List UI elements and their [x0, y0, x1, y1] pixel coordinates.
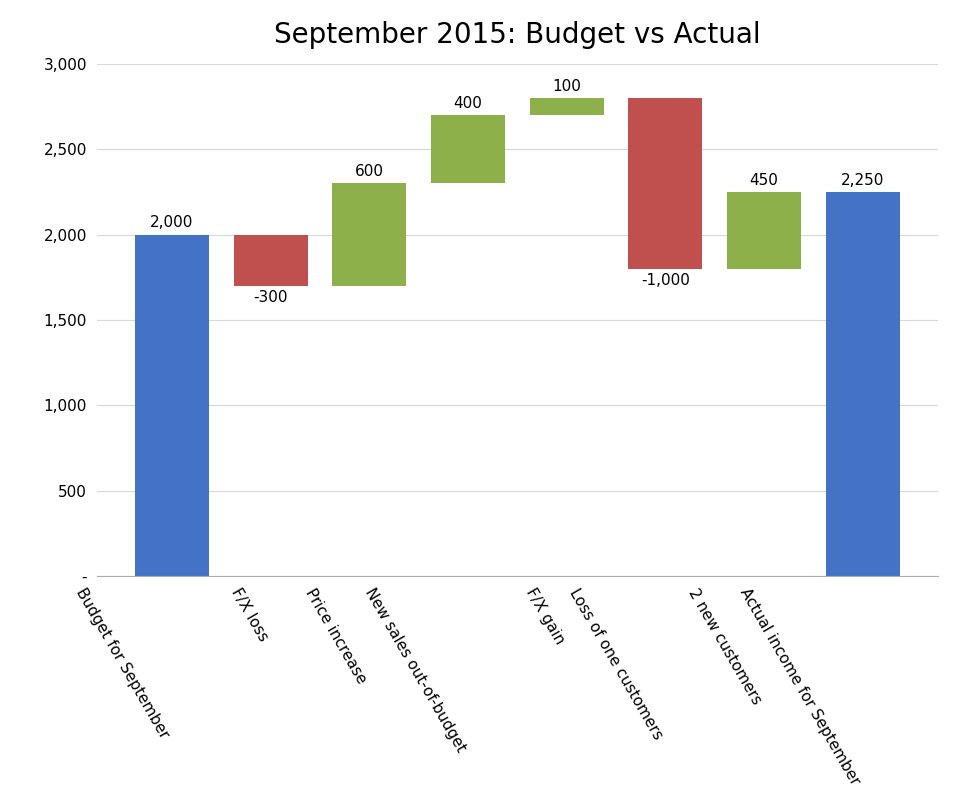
Text: 600: 600 [355, 164, 384, 179]
Bar [135, 234, 209, 576]
Text: 400: 400 [454, 96, 483, 111]
Text: 450: 450 [749, 173, 778, 188]
Text: 2,250: 2,250 [841, 173, 885, 188]
Bar [826, 192, 899, 576]
Bar [629, 98, 702, 269]
Title: September 2015: Budget vs Actual: September 2015: Budget vs Actual [274, 21, 761, 49]
Text: -1,000: -1,000 [641, 273, 689, 288]
Text: 2,000: 2,000 [150, 215, 193, 230]
Bar [431, 115, 505, 183]
Bar [234, 234, 308, 286]
Bar [333, 183, 406, 286]
Bar [727, 192, 801, 269]
Bar [530, 98, 603, 115]
Text: 100: 100 [552, 79, 581, 94]
Text: -300: -300 [253, 290, 288, 305]
